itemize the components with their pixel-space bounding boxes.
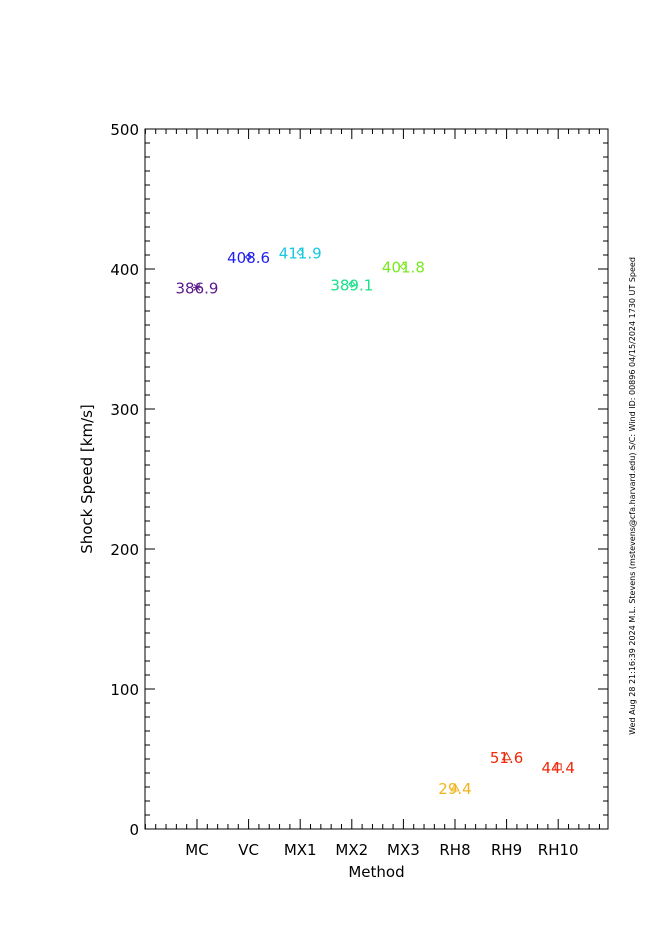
x-tick-label: VC bbox=[238, 841, 259, 859]
data-point-triangle bbox=[501, 751, 512, 761]
data-point-triangle bbox=[450, 782, 460, 792]
plot-frame bbox=[144, 128, 609, 830]
x-axis-label: Method bbox=[348, 863, 404, 881]
y-tick-label: 100 bbox=[110, 681, 139, 699]
x-tick-label: RH10 bbox=[538, 841, 579, 859]
data-label: 51.6 bbox=[490, 749, 523, 767]
data-label: 408.6 bbox=[227, 249, 270, 267]
data-point-diamond bbox=[296, 248, 304, 257]
x-tick-label: RH8 bbox=[439, 841, 470, 859]
footer-note: Wed Aug 28 21:16:39 2024 M.L. Stevens (m… bbox=[628, 257, 637, 735]
x-tick-label: RH9 bbox=[491, 841, 522, 859]
data-label: 411.9 bbox=[279, 244, 322, 262]
data-labels: 386.9 408.6 411.9 389.1 401.8 29.4 51.6 44.4 bbox=[176, 244, 575, 798]
axis-tick-labels: 0 100 200 300 400 500 MC VC MX1 MX2 MX3 RH8 RH9 RH10 bbox=[110, 121, 578, 859]
y-tick-label: 300 bbox=[110, 401, 139, 419]
y-tick-label: 400 bbox=[110, 261, 139, 279]
data-point-square bbox=[554, 763, 562, 771]
x-tick-label: MX2 bbox=[335, 841, 368, 859]
data-point-star bbox=[193, 283, 201, 292]
y-tick-label: 0 bbox=[129, 821, 139, 839]
data-label: 386.9 bbox=[176, 279, 219, 297]
y-tick-label: 200 bbox=[110, 541, 139, 559]
x-tick-label: MX3 bbox=[387, 841, 420, 859]
data-label: 401.8 bbox=[382, 258, 425, 276]
axis-ticks bbox=[144, 128, 608, 830]
data-label: 44.4 bbox=[541, 759, 574, 777]
y-axis-label: Shock Speed [km/s] bbox=[78, 404, 96, 554]
data-point-diamond bbox=[399, 262, 408, 271]
x-tick-label: MC bbox=[185, 841, 208, 859]
x-tick-label: MX1 bbox=[284, 841, 317, 859]
data-points bbox=[193, 248, 562, 792]
data-label: 389.1 bbox=[330, 276, 373, 294]
data-label: 29.4 bbox=[438, 780, 471, 798]
data-point-diamond bbox=[348, 280, 356, 288]
y-tick-label: 500 bbox=[110, 121, 139, 139]
data-point-diamond bbox=[244, 253, 253, 261]
